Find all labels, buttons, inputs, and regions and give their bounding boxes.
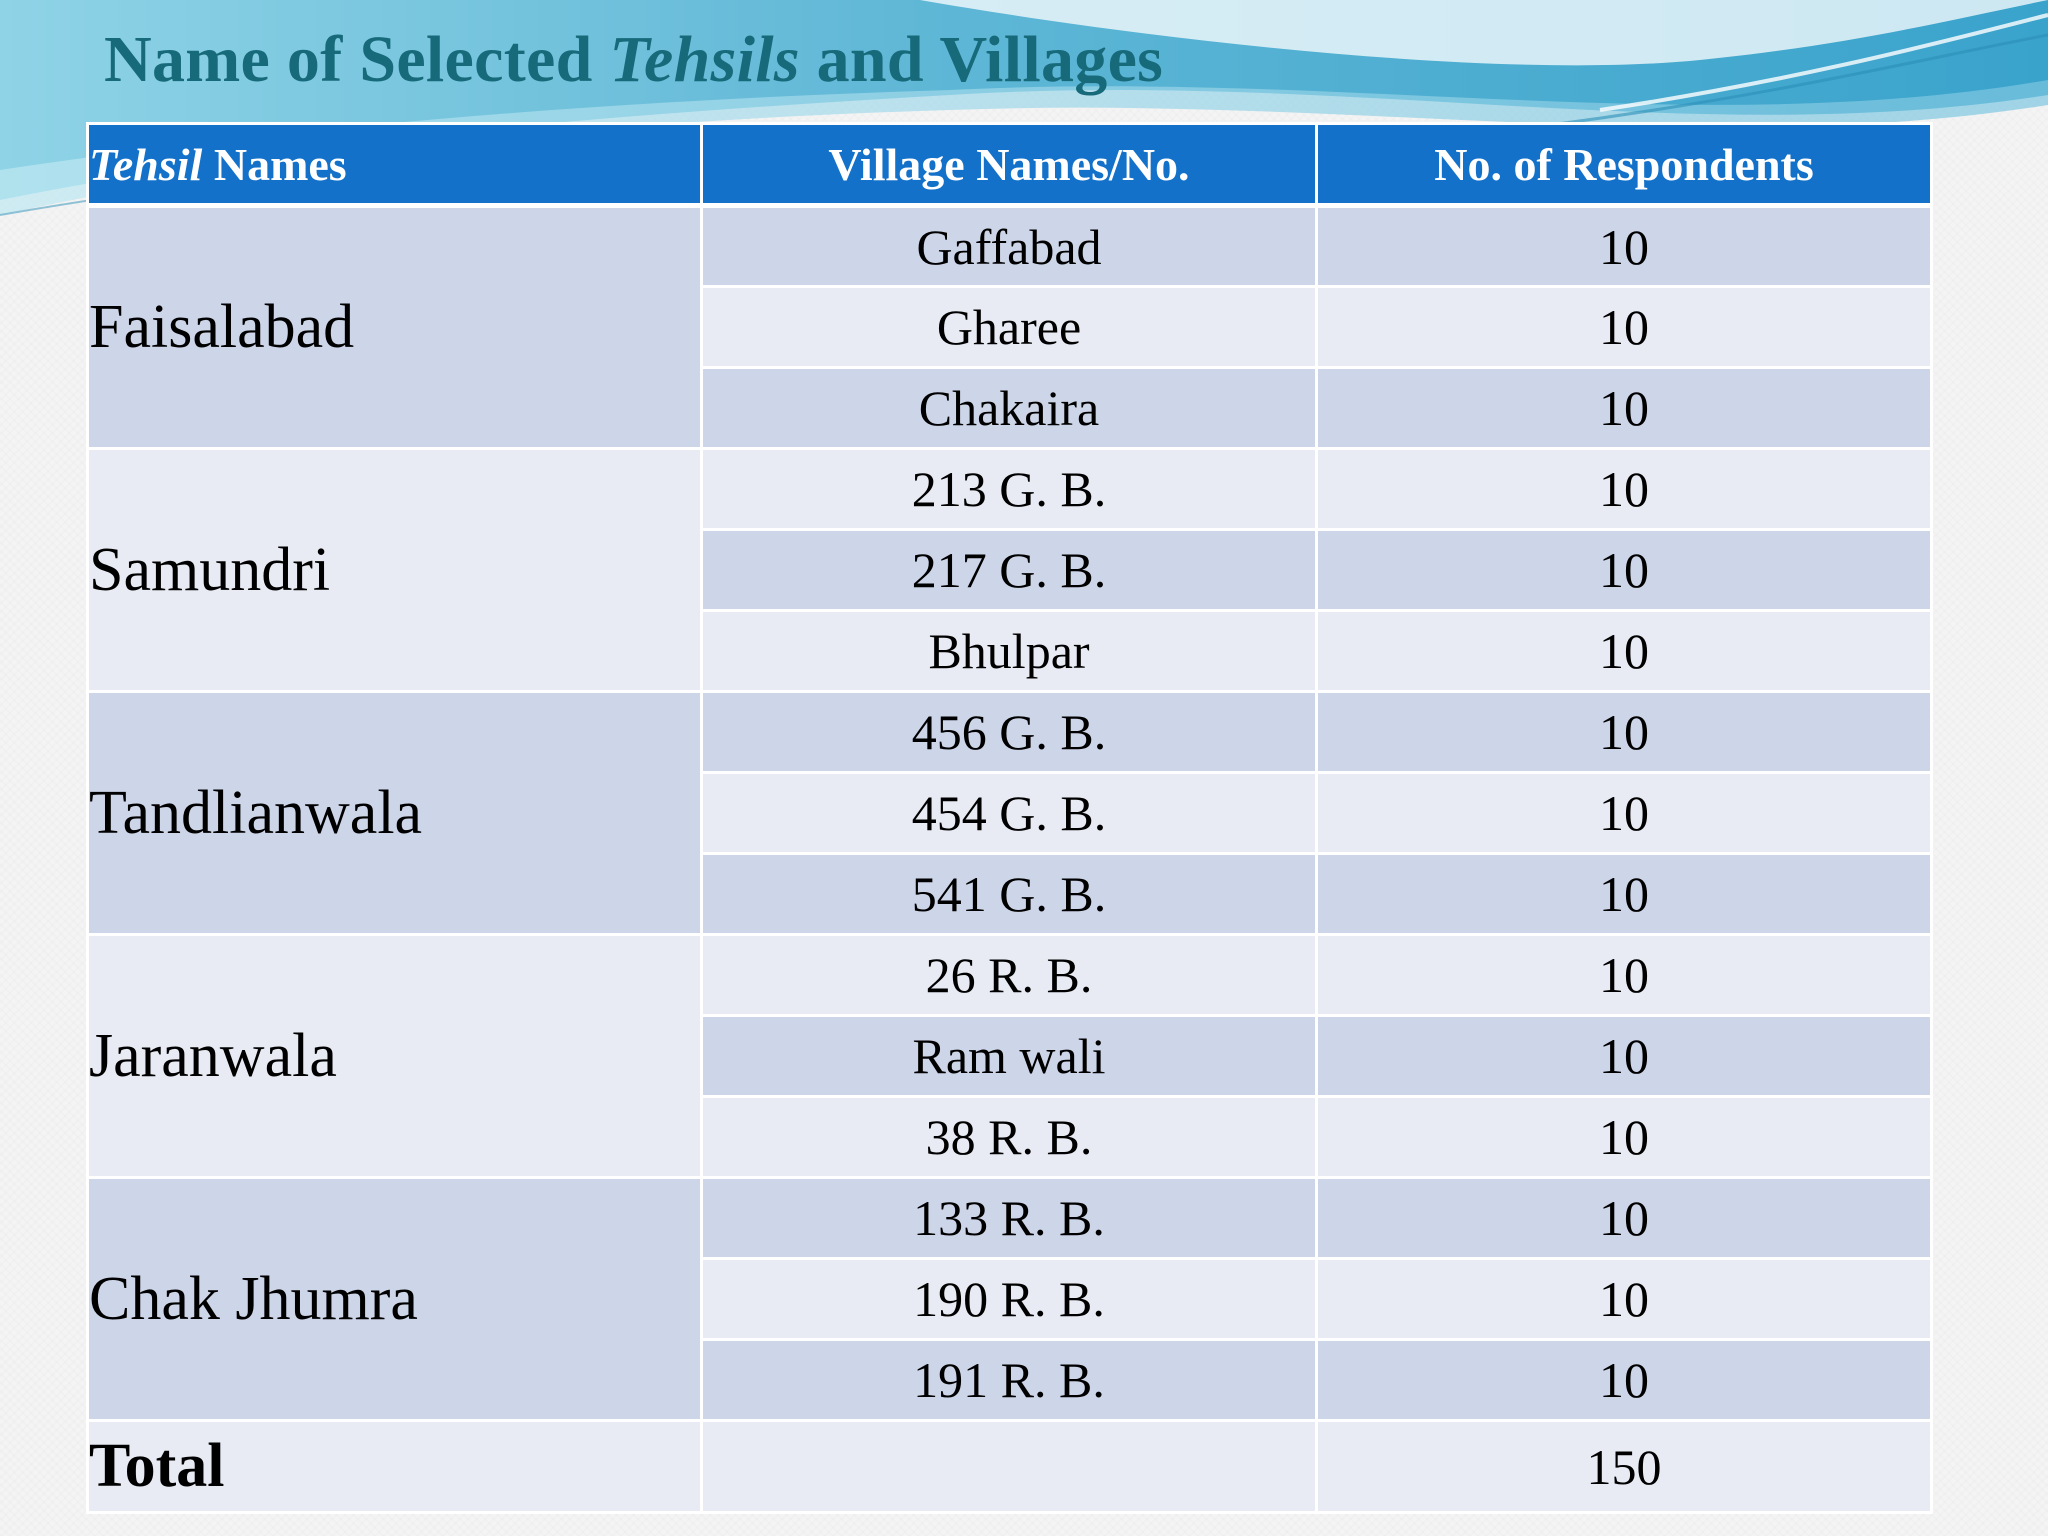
total-row: Total 150 [86,1419,1933,1514]
village-cell: 38 R. B. [700,1095,1318,1179]
village-cell: 217 G. B. [700,528,1318,612]
title-italic: Tehsils [609,23,800,96]
total-label: Total [86,1419,703,1514]
table-row: Jaranwala 26 R. B. 10 [86,933,1933,1179]
respondents-cell: 10 [1315,528,1933,612]
table-row: Gharee 10 [88,285,1933,369]
village-cell: 454 G. B. [700,771,1318,855]
table-row: Chak Jhumra 133 R. B. 10 [86,1176,1933,1422]
respondents-cell: 10 [1315,366,1933,450]
header-tehsil-italic: Tehsil [89,138,203,190]
village-cell: Gaffabad [700,204,1318,288]
title-part2: and Villages [799,23,1164,96]
title-part1: Name of Selected [104,23,610,96]
table-row: 454 G. B. 10 [88,771,1933,855]
table-row: 38 R. B. 10 [88,1095,1933,1179]
tehsil-cell: Faisalabad [86,204,703,450]
tehsil-cell: Jaranwala [86,933,703,1179]
header-tehsil-rest: Names [202,138,347,190]
village-cell: Chakaira [700,366,1318,450]
total-value: 150 [1315,1419,1933,1514]
respondents-cell: 10 [1315,690,1933,774]
respondents-cell: 10 [1315,447,1933,531]
table-row: Samundri 213 G. B. 10 [86,447,1933,693]
village-cell: 213 G. B. [700,447,1318,531]
decorative-wave [0,0,2048,216]
table-row: 541 G. B. 10 [88,852,1933,936]
respondents-cell: 10 [1315,1014,1933,1098]
respondents-cell: 10 [1315,771,1933,855]
village-cell: 190 R. B. [700,1257,1318,1341]
header-tehsil-names: Tehsil Names [86,122,703,208]
respondents-cell: 10 [1315,852,1933,936]
respondents-cell: 10 [1315,1257,1933,1341]
tehsil-village-table: Tehsil Names Village Names/No. No. of Re… [86,122,1933,1514]
tehsil-cell: Samundri [86,447,703,693]
table-row: Faisalabad Gaffabad 10 [86,204,1933,450]
slide-title: Name of Selected Tehsils and Villages [104,22,1163,98]
table-header-row: Tehsil Names Village Names/No. No. of Re… [86,122,1933,208]
table-row: Chakaira 10 [88,366,1933,450]
table-row: 191 R. B. 10 [88,1338,1933,1422]
table-row: Tandlianwala 456 G. B. 10 [86,690,1933,936]
respondents-cell: 10 [1315,609,1933,693]
header-village-names: Village Names/No. [700,122,1318,208]
village-cell: Gharee [700,285,1318,369]
table-row: 190 R. B. 10 [88,1257,1933,1341]
respondents-cell: 10 [1315,204,1933,288]
table-row: Bhulpar 10 [88,609,1933,693]
village-cell: Ram wali [700,1014,1318,1098]
respondents-cell: 10 [1315,933,1933,1017]
village-cell: 456 G. B. [700,690,1318,774]
village-cell: 133 R. B. [700,1176,1318,1260]
table-row: Ram wali 10 [88,1014,1933,1098]
tehsil-cell: Chak Jhumra [86,1176,703,1422]
table-row: 217 G. B. 10 [88,528,1933,612]
village-cell: 26 R. B. [700,933,1318,1017]
respondents-cell: 10 [1315,1338,1933,1422]
tehsil-cell: Tandlianwala [86,690,703,936]
total-empty-cell [700,1419,1318,1514]
respondents-cell: 10 [1315,285,1933,369]
header-respondents: No. of Respondents [1315,122,1933,208]
respondents-cell: 10 [1315,1095,1933,1179]
respondents-cell: 10 [1315,1176,1933,1260]
village-cell: Bhulpar [700,609,1318,693]
village-cell: 191 R. B. [700,1338,1318,1422]
village-cell: 541 G. B. [700,852,1318,936]
